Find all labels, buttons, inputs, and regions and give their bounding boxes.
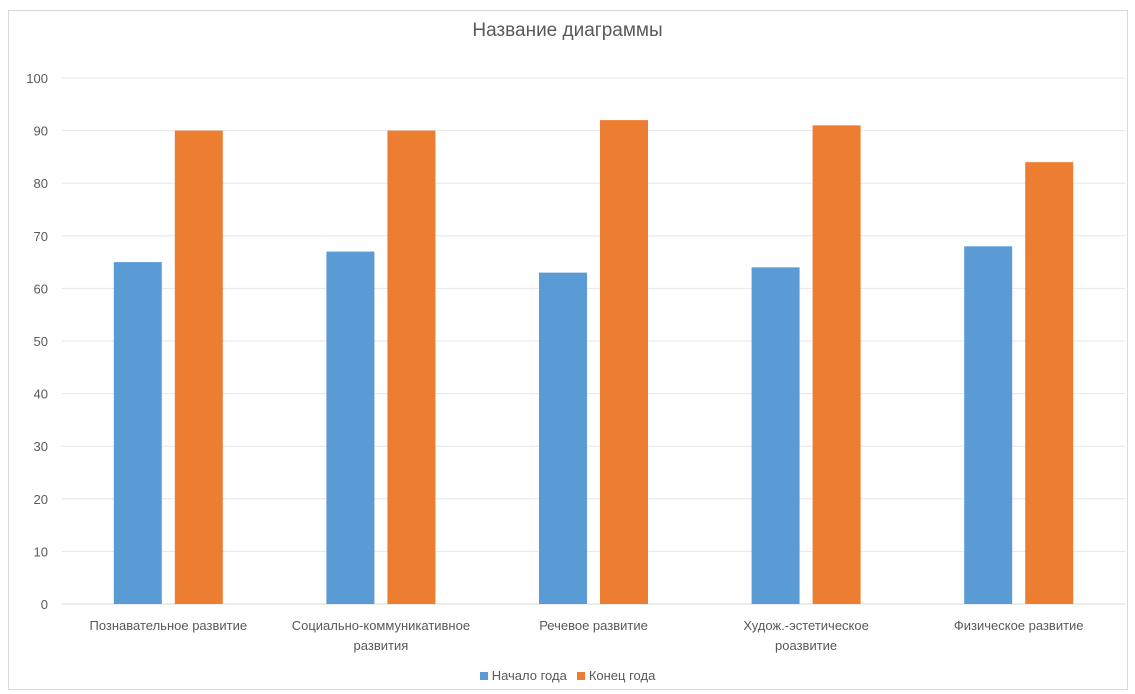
y-tick-label: 90 <box>34 124 48 139</box>
y-tick-label: 30 <box>34 439 48 454</box>
bar-end-of-year <box>600 120 648 604</box>
chart-legend: Начало года Конец года <box>0 668 1135 683</box>
legend-swatch-start <box>479 671 488 680</box>
bar-start-of-year <box>964 246 1013 604</box>
bar-start-of-year <box>113 262 162 604</box>
y-tick-label: 60 <box>34 281 48 296</box>
legend-item-start: Начало года <box>479 668 567 683</box>
bar-end-of-year <box>812 125 861 604</box>
x-tick-label: Социально-коммуникативное <box>292 618 470 633</box>
x-tick-label: роазвитие <box>775 638 837 653</box>
y-tick-label: 70 <box>34 229 48 244</box>
y-tick-label: 0 <box>41 597 48 612</box>
y-tick-label: 100 <box>26 71 48 86</box>
y-tick-label: 40 <box>34 387 48 402</box>
y-tick-label: 80 <box>34 176 48 191</box>
x-tick-label: Речевое развитие <box>539 618 648 633</box>
bar-end-of-year <box>174 130 223 604</box>
y-tick-label: 10 <box>34 544 48 559</box>
bar-end-of-year <box>387 130 436 604</box>
bar-start-of-year <box>751 267 800 604</box>
x-tick-label: Худож.-эстетическое <box>743 618 869 633</box>
bar-start-of-year <box>326 251 375 604</box>
bar-start-of-year <box>539 272 587 604</box>
legend-swatch-end <box>576 671 585 680</box>
y-tick-label: 20 <box>34 492 48 507</box>
bar-end-of-year <box>1025 162 1074 604</box>
chart-title: Название диаграммы <box>472 20 663 41</box>
x-tick-label: Познавательное развитие <box>89 618 247 633</box>
legend-label-end: Конец года <box>588 668 656 683</box>
x-tick-label: Физическое развитие <box>954 618 1084 633</box>
legend-label-start: Начало года <box>491 668 567 683</box>
legend-item-end: Конец года <box>576 668 656 683</box>
x-tick-label: развития <box>354 638 409 653</box>
y-tick-label: 50 <box>34 334 48 349</box>
